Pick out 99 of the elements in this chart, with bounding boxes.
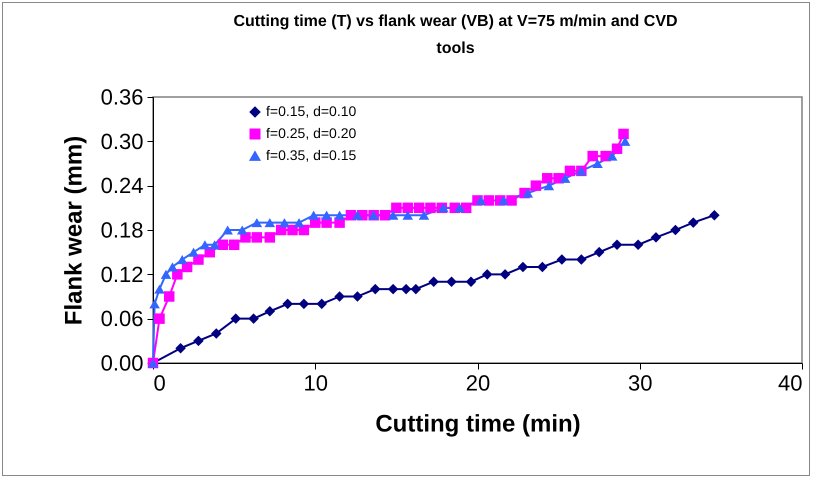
point: [454, 203, 465, 212]
point: [160, 270, 172, 279]
point: [400, 284, 412, 294]
point: [632, 240, 644, 250]
point: [193, 254, 204, 265]
point: [594, 246, 604, 258]
point: [556, 254, 568, 265]
point: [252, 232, 262, 243]
point: [175, 342, 186, 354]
x-axis-title: Cutting time (min): [375, 410, 581, 438]
point: [248, 313, 259, 324]
x-tick-label: 20: [466, 370, 490, 396]
y-tick-label: 0.00: [100, 350, 144, 376]
point: [425, 202, 436, 214]
y-tick-label: 0.24: [100, 173, 144, 198]
point: [518, 262, 528, 272]
point: [650, 232, 662, 243]
point: [209, 240, 220, 250]
point: [410, 284, 422, 294]
legend-label: f=0.15, d=0.10: [266, 103, 357, 119]
point: [188, 248, 199, 257]
point: [620, 136, 630, 146]
point: [334, 210, 345, 220]
point: [402, 202, 413, 214]
point: [149, 299, 160, 308]
legend-label: f=0.35, d=0.15: [266, 147, 357, 163]
point: [222, 225, 233, 235]
x-tick-label: 0: [154, 370, 166, 396]
point: [334, 291, 345, 302]
point: [230, 313, 241, 324]
point: [264, 232, 276, 243]
point: [252, 218, 262, 228]
point: [308, 210, 319, 220]
point: [264, 218, 276, 228]
point: [164, 291, 174, 302]
y-tick-label: 0.18: [100, 218, 144, 242]
point: [587, 150, 598, 162]
point: [282, 298, 293, 310]
point: [176, 255, 188, 264]
legend-label: f=0.25, d=0.20: [266, 125, 357, 141]
point: [428, 276, 439, 287]
point: [484, 195, 494, 206]
point: [530, 180, 542, 191]
point: [446, 276, 457, 287]
point: [670, 224, 681, 236]
point: [564, 166, 576, 176]
point: [418, 210, 430, 220]
point: [352, 291, 363, 302]
point: [236, 225, 248, 235]
point: [576, 254, 587, 265]
point: [352, 210, 363, 220]
x-tick-label: 10: [304, 370, 328, 396]
point: [211, 328, 222, 339]
point: [167, 262, 178, 272]
point: [228, 240, 240, 250]
point: [193, 336, 204, 346]
point: [154, 284, 165, 294]
point: [402, 210, 413, 220]
point: [391, 202, 402, 214]
point: [500, 269, 510, 280]
point: [537, 262, 548, 272]
y-tick-label: 0.30: [100, 128, 144, 154]
point: [414, 202, 424, 214]
point: [688, 217, 699, 228]
point: [612, 143, 622, 154]
point: [476, 196, 486, 205]
point: [592, 158, 603, 168]
point: [380, 210, 390, 220]
point: [279, 218, 290, 228]
y-tick-label: 0.06: [100, 306, 144, 332]
point: [606, 152, 618, 161]
point: [544, 181, 554, 190]
point: [264, 306, 276, 317]
y-tick-label: 0.12: [100, 262, 144, 287]
y-tick-label: 0.36: [100, 84, 144, 110]
y-axis-title: Flank wear (mm): [60, 136, 88, 326]
x-tick-label: 30: [628, 370, 652, 396]
point: [522, 188, 534, 198]
point: [200, 240, 210, 250]
chart-title: Cutting time (T) vs flank wear (VB) at V=75 m/min and CVD tools: [233, 13, 678, 57]
point: [316, 298, 327, 310]
point: [388, 210, 398, 220]
point: [298, 298, 310, 310]
point: [370, 284, 381, 294]
point: [294, 218, 304, 228]
point: [542, 173, 553, 184]
point: [560, 174, 570, 183]
point: [154, 313, 165, 324]
point: [618, 128, 629, 140]
point: [218, 240, 228, 250]
point: [506, 195, 517, 206]
point: [388, 284, 398, 294]
point: [321, 210, 332, 220]
x-tick-label: 40: [778, 370, 802, 396]
point: [709, 210, 720, 220]
point: [498, 196, 509, 205]
point: [612, 240, 622, 250]
point: [482, 269, 492, 280]
point: [466, 276, 476, 287]
